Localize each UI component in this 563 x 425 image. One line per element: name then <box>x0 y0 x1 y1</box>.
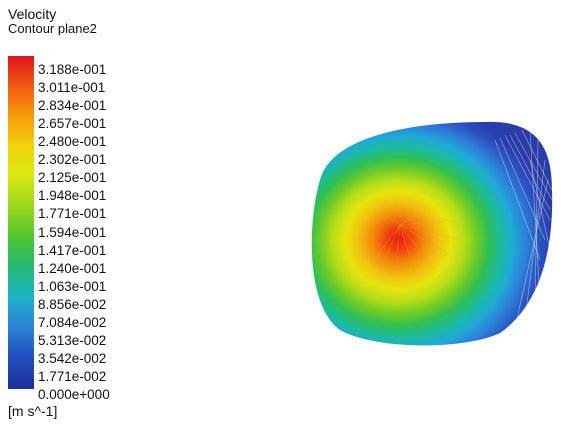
color-scale-tick-label: 1.771e-002 <box>38 368 107 384</box>
legend-subtitle: Contour plane2 <box>8 21 97 36</box>
velocity-contour-shape <box>311 121 553 346</box>
color-scale-tick-label: 1.771e-001 <box>38 206 107 222</box>
color-scale-tick-label: 3.542e-002 <box>38 350 107 366</box>
color-scale-tick-label: 3.188e-001 <box>38 62 107 77</box>
mesh-lines-core <box>369 207 461 276</box>
color-scale-tick-label: 1.417e-001 <box>38 242 107 258</box>
color-scale-tick-label: 0.000e+000 <box>38 387 110 402</box>
color-scale-tick-label: 1.594e-001 <box>38 224 107 240</box>
color-scale-bar <box>8 56 34 389</box>
color-scale-tick-label: 2.834e-001 <box>38 98 107 114</box>
color-scale-fill <box>8 56 34 389</box>
color-scale-tick-label: 2.125e-001 <box>38 170 107 186</box>
color-scale-tick-label: 1.063e-001 <box>38 278 107 294</box>
legend-units: [m s^-1] <box>8 403 58 419</box>
mesh-lines <box>494 129 553 329</box>
contour-outline <box>311 121 553 346</box>
color-scale-tick-label: 8.856e-002 <box>38 296 107 312</box>
color-scale-tick-label: 2.480e-001 <box>38 134 107 150</box>
legend-title: Velocity <box>8 6 57 22</box>
color-scale-tick-label: 2.657e-001 <box>38 116 107 132</box>
color-scale-tick-label: 2.302e-001 <box>38 152 107 168</box>
color-scale-tick-label: 1.240e-001 <box>38 260 107 276</box>
color-scale-tick-label: 3.011e-001 <box>38 80 106 96</box>
color-scale-tick-label: 1.948e-001 <box>38 188 107 204</box>
color-scale-tick-label: 7.084e-002 <box>38 314 107 330</box>
color-scale-tick-label: 5.313e-002 <box>38 332 107 348</box>
